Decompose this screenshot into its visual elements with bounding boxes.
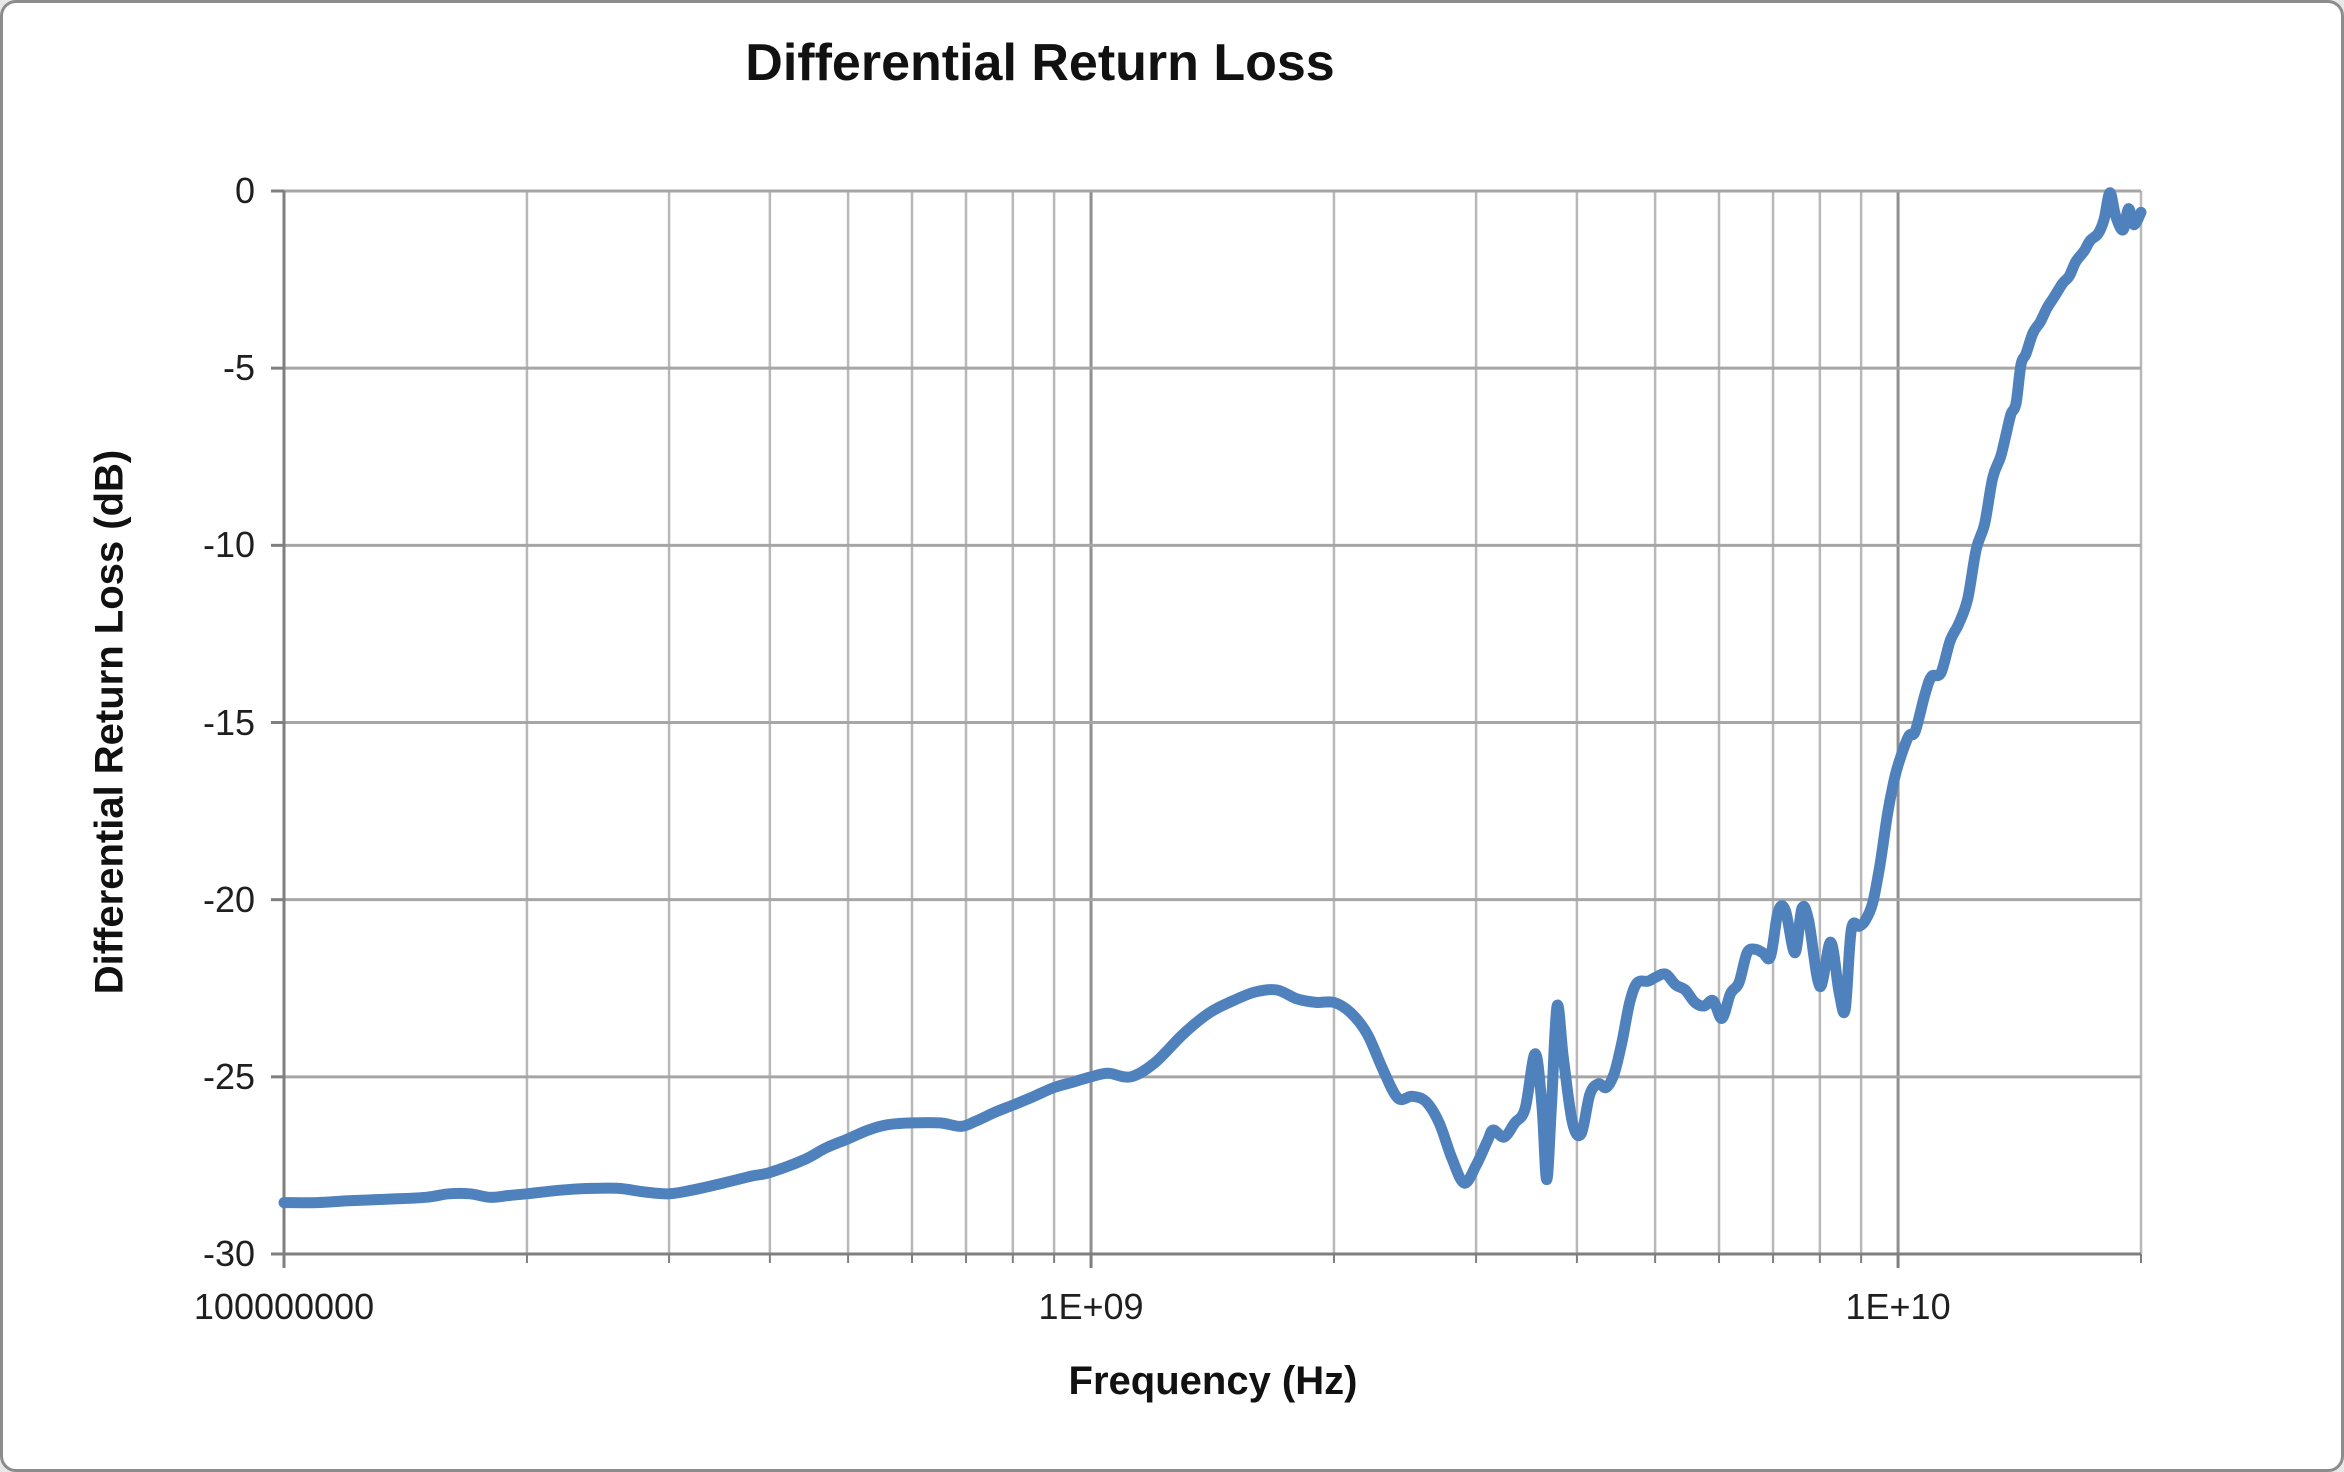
x-tick-label: 1E+09 [1038,1286,1144,1327]
y-axis-title: Differential Return Loss (dB) [87,449,132,995]
y-tick-label: -5 [222,347,255,389]
chart-title: Differential Return Loss [745,34,1335,92]
plot-area-svg [271,187,2147,1268]
x-tick-label: 100000000 [193,1286,375,1327]
y-tick-label: -10 [202,524,255,566]
y-tick-label: 0 [234,170,255,211]
x-tick-label: 1E+10 [1845,1286,1951,1327]
series-line [278,187,2147,1209]
y-tick-label: -25 [202,1055,255,1097]
x-axis-title: Frequency (Hz) [1068,1359,1358,1403]
y-tick-label: -20 [202,878,255,920]
y-tick-label: -15 [202,701,255,743]
y-tick-label: -30 [202,1233,255,1274]
